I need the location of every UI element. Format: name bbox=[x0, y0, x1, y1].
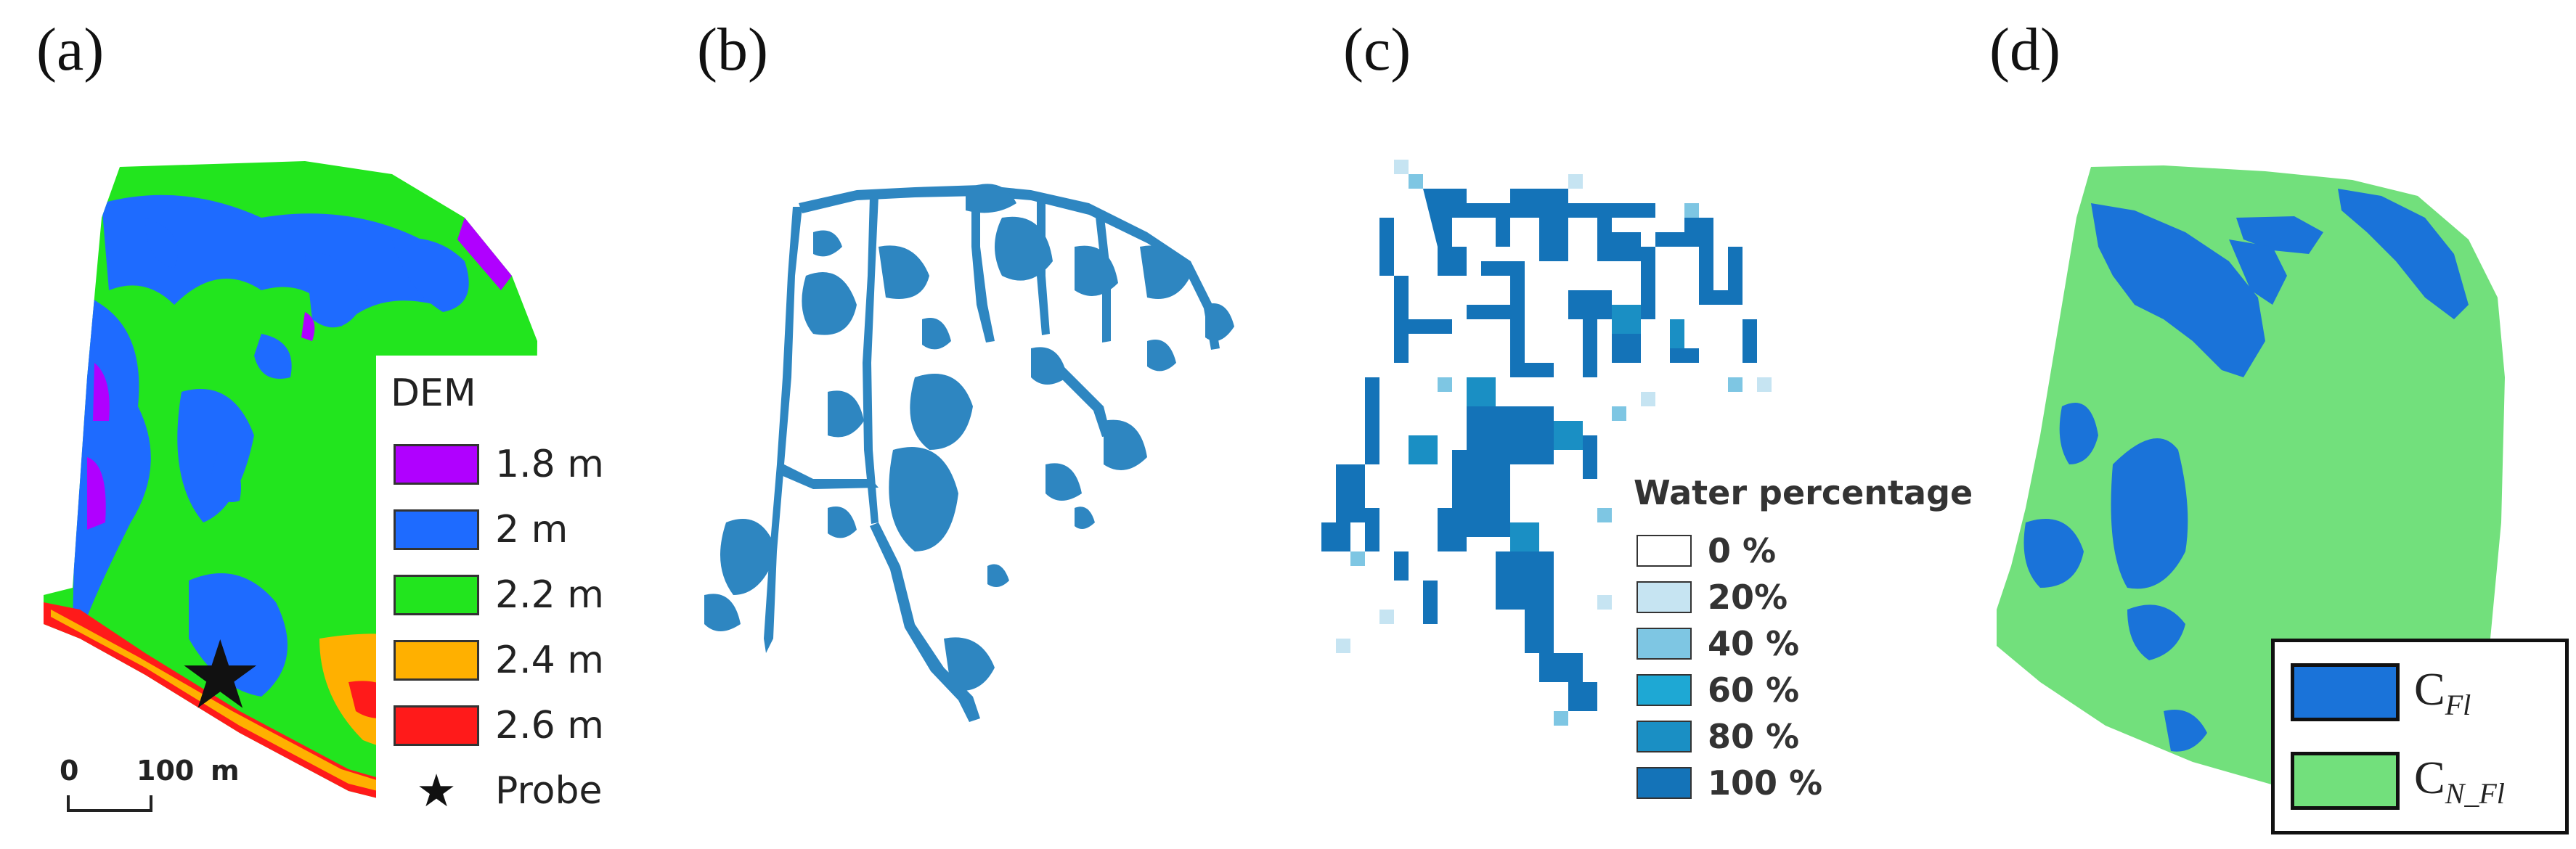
wp-swatch-80 bbox=[1637, 721, 1692, 752]
scale-bar: 0 100 m bbox=[60, 755, 283, 827]
scale-bar-tick bbox=[150, 795, 152, 812]
wp-class-label: 100 % bbox=[1708, 763, 1823, 803]
wp-class-label: 20% bbox=[1708, 578, 1788, 617]
dem-swatch-5 bbox=[394, 705, 479, 746]
wp-class-label: 0 % bbox=[1708, 531, 1777, 570]
wp-swatch-20 bbox=[1637, 581, 1692, 613]
dem-legend-item: 2 m bbox=[394, 508, 568, 551]
wp-swatch-100 bbox=[1637, 767, 1692, 799]
class-legend: CFl CN_Fl bbox=[2271, 639, 2569, 834]
class-swatch-non-flooded bbox=[2291, 751, 2400, 810]
wp-class-label: 40 % bbox=[1708, 624, 1800, 663]
dem-legend-title: DEM bbox=[391, 372, 476, 415]
probe-marker-icon: ★ bbox=[178, 620, 263, 730]
panel-label-c: (c) bbox=[1343, 16, 1411, 83]
dem-class-label: 1.8 m bbox=[495, 443, 604, 486]
dem-class-label: 2.6 m bbox=[495, 704, 604, 747]
panel-label-d: (d) bbox=[1989, 16, 2061, 83]
scale-bar-start: 0 bbox=[60, 755, 79, 787]
dem-legend-item: ★ Probe bbox=[394, 764, 603, 817]
dem-class-label: 2.2 m bbox=[495, 573, 604, 617]
class-legend-item: CFl bbox=[2291, 663, 2471, 722]
dem-swatch-2 bbox=[394, 509, 479, 550]
class-label-non-flooded: CN_Fl bbox=[2414, 752, 2505, 810]
water-percentage-map bbox=[1321, 160, 1772, 726]
class-legend-item: CN_Fl bbox=[2291, 751, 2505, 811]
wp-class-label: 80 % bbox=[1708, 717, 1800, 756]
wp-swatch-0 bbox=[1637, 535, 1692, 567]
wp-class-label: 60 % bbox=[1708, 670, 1800, 710]
scale-bar-line bbox=[67, 809, 152, 812]
dem-swatch-1 bbox=[394, 444, 479, 485]
dem-swatch-4 bbox=[394, 640, 479, 681]
dem-legend-item: 2.4 m bbox=[394, 639, 604, 682]
wp-legend-item: 60 % bbox=[1637, 670, 1799, 710]
dem-swatch-3 bbox=[394, 575, 479, 615]
dem-class-label: 2 m bbox=[495, 508, 568, 551]
scale-bar-tick bbox=[67, 795, 70, 812]
panel-d: (d) CFl CN_Fl bbox=[1946, 0, 2576, 849]
wp-swatch-60 bbox=[1637, 674, 1692, 706]
class-swatch-flooded bbox=[2291, 663, 2400, 721]
wp-swatch-40 bbox=[1637, 628, 1692, 660]
probe-star-icon: ★ bbox=[416, 764, 457, 817]
dem-class-label: 2.4 m bbox=[495, 639, 604, 682]
wp-legend-item: 0 % bbox=[1637, 531, 1776, 570]
panel-c: (c) bbox=[1292, 0, 1973, 849]
water-percentage-title: Water percentage bbox=[1634, 473, 1973, 512]
panel-a: (a) bbox=[0, 0, 639, 849]
panel-label-a: (a) bbox=[36, 16, 105, 83]
wp-legend-item: 20% bbox=[1637, 578, 1788, 617]
scale-bar-end: 100 bbox=[136, 755, 195, 787]
class-label-flooded: CFl bbox=[2414, 663, 2471, 721]
dem-legend-item: 1.8 m bbox=[394, 443, 604, 486]
panel-b: (b) bbox=[639, 0, 1292, 849]
water-extent-map bbox=[704, 184, 1234, 722]
probe-label: Probe bbox=[495, 769, 603, 813]
wp-legend-item: 100 % bbox=[1637, 763, 1822, 803]
scale-bar-unit: m bbox=[211, 755, 240, 787]
dem-legend-item: 2.2 m bbox=[394, 573, 604, 617]
dem-legend-item: 2.6 m bbox=[394, 704, 604, 747]
wp-legend-item: 80 % bbox=[1637, 717, 1799, 756]
panel-label-b: (b) bbox=[697, 16, 768, 83]
wp-legend-item: 40 % bbox=[1637, 624, 1799, 663]
water-percentage-legend: Water percentage 0 % 20% 40 % 60 % 80 % … bbox=[1634, 464, 1973, 813]
dem-legend: DEM 1.8 m 2 m 2.2 m 2.4 m 2.6 m ★ Probe bbox=[376, 356, 639, 849]
